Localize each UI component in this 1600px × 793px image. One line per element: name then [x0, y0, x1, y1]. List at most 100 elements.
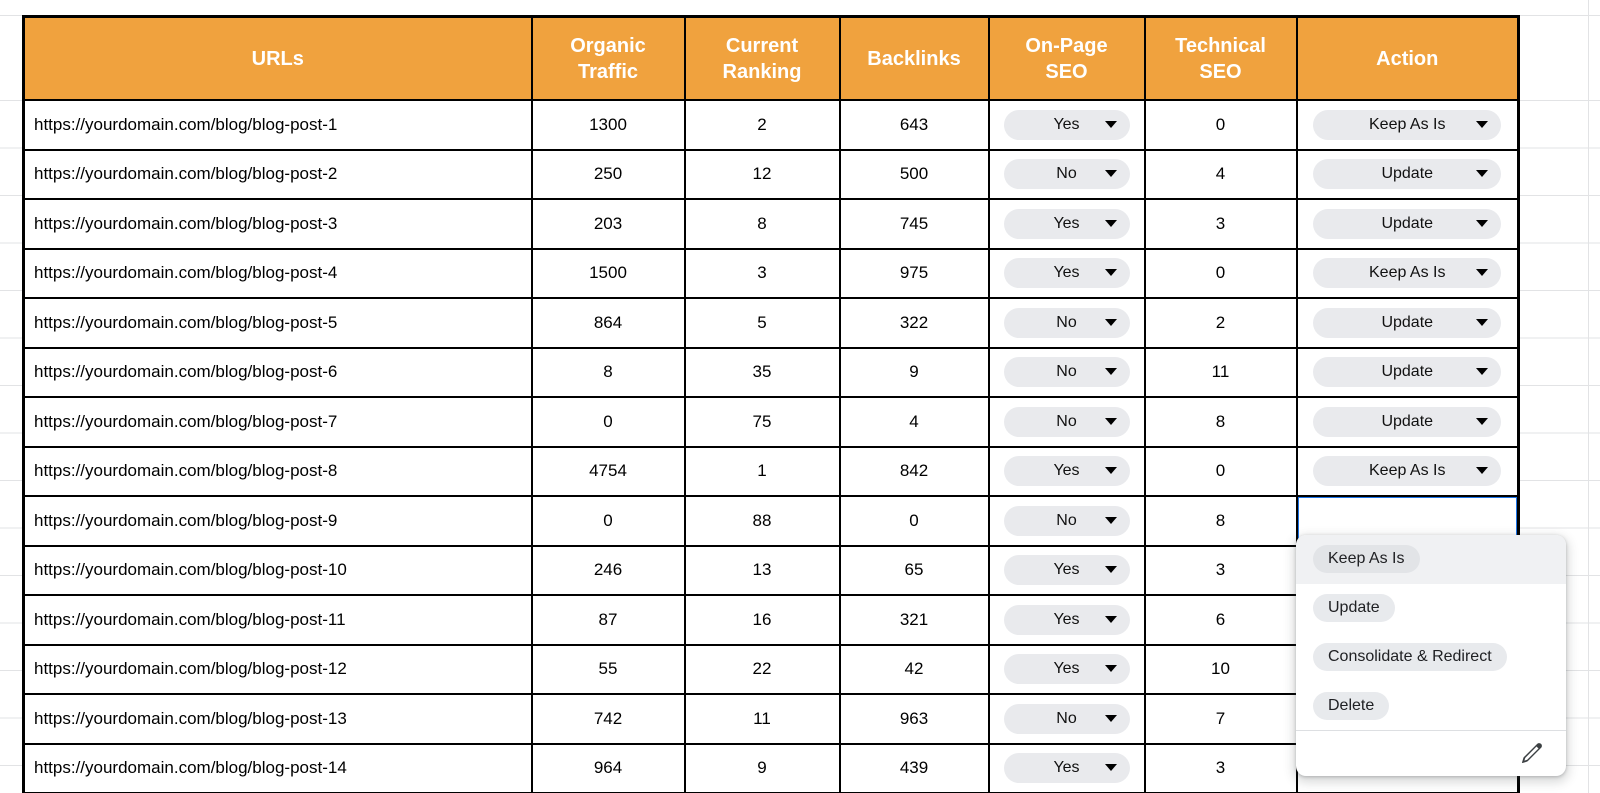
url-cell[interactable]: https://yourdomain.com/blog/blog-post-4: [22, 247, 533, 299]
onpage-seo-cell[interactable]: No: [987, 495, 1146, 547]
backlinks-cell[interactable]: 500: [838, 148, 990, 200]
organic-traffic-cell[interactable]: 4754: [530, 445, 686, 497]
current-ranking-cell[interactable]: 1: [683, 445, 841, 497]
action-cell[interactable]: Update: [1295, 346, 1520, 398]
onpage-seo-dropdown[interactable]: No: [1003, 703, 1130, 734]
organic-traffic-cell[interactable]: 0: [530, 396, 686, 448]
url-cell[interactable]: https://yourdomain.com/blog/blog-post-5: [22, 297, 533, 349]
organic-traffic-cell[interactable]: 246: [530, 544, 686, 596]
technical-seo-cell[interactable]: 11: [1143, 346, 1298, 398]
onpage-seo-cell[interactable]: No: [987, 297, 1146, 349]
action-dropdown[interactable]: Update: [1313, 307, 1502, 338]
current-ranking-cell[interactable]: 2: [683, 99, 841, 151]
technical-seo-cell[interactable]: 4: [1143, 148, 1298, 200]
selected-cell-outline[interactable]: [1298, 497, 1517, 544]
organic-traffic-cell[interactable]: 864: [530, 297, 686, 349]
url-cell[interactable]: https://yourdomain.com/blog/blog-post-9: [22, 495, 533, 547]
current-ranking-cell[interactable]: 5: [683, 297, 841, 349]
onpage-seo-dropdown[interactable]: Yes: [1003, 753, 1130, 784]
organic-traffic-cell[interactable]: 1300: [530, 99, 686, 151]
backlinks-cell[interactable]: 643: [838, 99, 990, 151]
url-cell[interactable]: https://yourdomain.com/blog/blog-post-12: [22, 643, 533, 695]
organic-traffic-cell[interactable]: 8: [530, 346, 686, 398]
action-cell[interactable]: Update: [1295, 148, 1520, 200]
action-cell[interactable]: Update: [1295, 396, 1520, 448]
onpage-seo-cell[interactable]: Yes: [987, 643, 1146, 695]
current-ranking-cell[interactable]: 8: [683, 198, 841, 250]
technical-seo-cell[interactable]: 10: [1143, 643, 1298, 695]
action-dropdown[interactable]: Update: [1313, 357, 1502, 388]
pencil-edit-icon[interactable]: [1520, 741, 1544, 765]
onpage-seo-dropdown[interactable]: Yes: [1003, 555, 1130, 586]
onpage-seo-dropdown[interactable]: Yes: [1003, 604, 1130, 635]
action-cell[interactable]: Keep As Is: [1295, 445, 1520, 497]
onpage-seo-cell[interactable]: Yes: [987, 742, 1146, 793]
onpage-seo-dropdown[interactable]: Yes: [1003, 109, 1130, 140]
onpage-seo-cell[interactable]: No: [987, 346, 1146, 398]
onpage-seo-cell[interactable]: Yes: [987, 99, 1146, 151]
organic-traffic-cell[interactable]: 87: [530, 594, 686, 646]
action-cell[interactable]: Update: [1295, 198, 1520, 250]
menu-item-keep-as-is[interactable]: Keep As Is: [1296, 535, 1566, 584]
current-ranking-cell[interactable]: 11: [683, 693, 841, 745]
organic-traffic-cell[interactable]: 250: [530, 148, 686, 200]
organic-traffic-cell[interactable]: 0: [530, 495, 686, 547]
backlinks-cell[interactable]: 4: [838, 396, 990, 448]
onpage-seo-dropdown[interactable]: No: [1003, 357, 1130, 388]
current-ranking-cell[interactable]: 13: [683, 544, 841, 596]
onpage-seo-cell[interactable]: No: [987, 693, 1146, 745]
backlinks-cell[interactable]: 321: [838, 594, 990, 646]
onpage-seo-cell[interactable]: Yes: [987, 247, 1146, 299]
technical-seo-cell[interactable]: 3: [1143, 198, 1298, 250]
onpage-seo-dropdown[interactable]: Yes: [1003, 258, 1130, 289]
organic-traffic-cell[interactable]: 55: [530, 643, 686, 695]
url-cell[interactable]: https://yourdomain.com/blog/blog-post-2: [22, 148, 533, 200]
current-ranking-cell[interactable]: 12: [683, 148, 841, 200]
current-ranking-cell[interactable]: 75: [683, 396, 841, 448]
onpage-seo-dropdown[interactable]: No: [1003, 159, 1130, 190]
url-cell[interactable]: https://yourdomain.com/blog/blog-post-14: [22, 742, 533, 793]
backlinks-cell[interactable]: 975: [838, 247, 990, 299]
backlinks-cell[interactable]: 842: [838, 445, 990, 497]
organic-traffic-cell[interactable]: 964: [530, 742, 686, 793]
onpage-seo-dropdown[interactable]: Yes: [1003, 654, 1130, 685]
onpage-seo-cell[interactable]: Yes: [987, 594, 1146, 646]
technical-seo-cell[interactable]: 8: [1143, 396, 1298, 448]
url-cell[interactable]: https://yourdomain.com/blog/blog-post-7: [22, 396, 533, 448]
action-cell[interactable]: Keep As Is: [1295, 247, 1520, 299]
url-cell[interactable]: https://yourdomain.com/blog/blog-post-6: [22, 346, 533, 398]
organic-traffic-cell[interactable]: 1500: [530, 247, 686, 299]
onpage-seo-cell[interactable]: No: [987, 148, 1146, 200]
onpage-seo-cell[interactable]: No: [987, 396, 1146, 448]
action-dropdown[interactable]: Update: [1313, 406, 1502, 437]
technical-seo-cell[interactable]: 8: [1143, 495, 1298, 547]
backlinks-cell[interactable]: 42: [838, 643, 990, 695]
onpage-seo-cell[interactable]: Yes: [987, 198, 1146, 250]
technical-seo-cell[interactable]: 0: [1143, 99, 1298, 151]
organic-traffic-cell[interactable]: 742: [530, 693, 686, 745]
url-cell[interactable]: https://yourdomain.com/blog/blog-post-13: [22, 693, 533, 745]
backlinks-cell[interactable]: 745: [838, 198, 990, 250]
action-cell[interactable]: Update: [1295, 297, 1520, 349]
current-ranking-cell[interactable]: 35: [683, 346, 841, 398]
onpage-seo-cell[interactable]: Yes: [987, 445, 1146, 497]
action-dropdown[interactable]: Keep As Is: [1313, 456, 1502, 487]
current-ranking-cell[interactable]: 16: [683, 594, 841, 646]
backlinks-cell[interactable]: 0: [838, 495, 990, 547]
action-dropdown[interactable]: Keep As Is: [1313, 109, 1502, 140]
technical-seo-cell[interactable]: 3: [1143, 544, 1298, 596]
onpage-seo-dropdown[interactable]: No: [1003, 307, 1130, 338]
technical-seo-cell[interactable]: 2: [1143, 297, 1298, 349]
action-dropdown[interactable]: Update: [1313, 159, 1502, 190]
onpage-seo-dropdown[interactable]: No: [1003, 505, 1130, 536]
onpage-seo-dropdown[interactable]: No: [1003, 406, 1130, 437]
technical-seo-cell[interactable]: 6: [1143, 594, 1298, 646]
action-cell[interactable]: Keep As Is: [1295, 99, 1520, 151]
technical-seo-cell[interactable]: 7: [1143, 693, 1298, 745]
url-cell[interactable]: https://yourdomain.com/blog/blog-post-10: [22, 544, 533, 596]
menu-item-delete[interactable]: Delete: [1296, 681, 1566, 730]
menu-item-consolidate-redirect[interactable]: Consolidate & Redirect: [1296, 633, 1566, 682]
onpage-seo-cell[interactable]: Yes: [987, 544, 1146, 596]
url-cell[interactable]: https://yourdomain.com/blog/blog-post-8: [22, 445, 533, 497]
url-cell[interactable]: https://yourdomain.com/blog/blog-post-11: [22, 594, 533, 646]
